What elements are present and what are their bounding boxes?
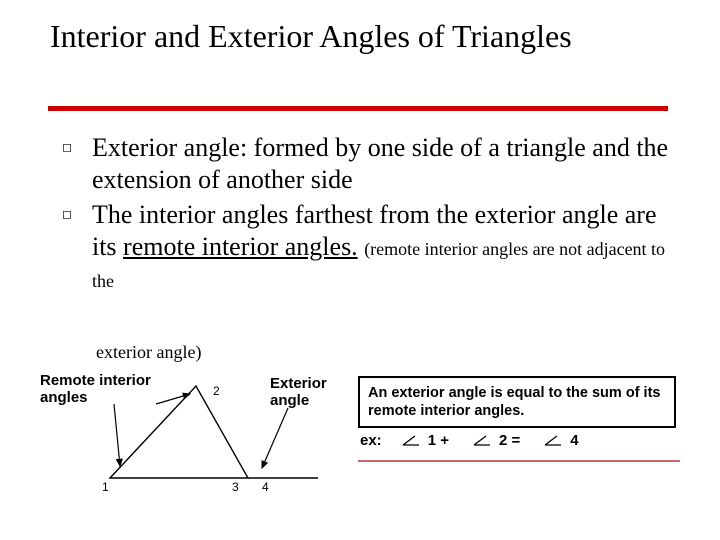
title-underline	[48, 106, 668, 111]
example-term-1: 1 +	[428, 432, 449, 449]
angle-icon	[402, 435, 420, 446]
arrow-remote-1	[114, 404, 120, 466]
example-term-3: 4	[570, 432, 578, 449]
bullet-marker-icon: ◻	[62, 207, 72, 221]
arrow-exterior	[262, 408, 288, 468]
arrow-remote-2	[156, 394, 190, 404]
footer-rule	[358, 460, 680, 462]
angle-label-3: 3	[232, 480, 239, 494]
theorem-box: An exterior angle is equal to the sum of…	[358, 376, 676, 428]
bullet-2-underlined: remote interior angles.	[123, 232, 358, 261]
diagram-svg	[38, 368, 328, 498]
bullet-marker-icon: ◻	[62, 140, 72, 154]
bullet-2-paren-cont: exterior angle)	[96, 342, 201, 363]
angle-icon	[544, 435, 562, 446]
bullet-item-2: ◻ The interior angles farthest from the …	[62, 199, 682, 294]
example-equation: ex: 1 + 2 = 4	[360, 432, 579, 449]
angle-icon	[473, 435, 491, 446]
triangle-diagram: 1 2 3 4	[38, 368, 328, 498]
bullet-list: ◻ Exterior angle: formed by one side of …	[62, 132, 682, 299]
bullet-text-2: The interior angles farthest from the ex…	[92, 199, 682, 294]
triangle-path	[110, 386, 248, 478]
bullet-text-1: Exterior angle: formed by one side of a …	[92, 132, 682, 195]
angle-label-2: 2	[213, 384, 220, 398]
slide: Interior and Exterior Angles of Triangle…	[0, 0, 720, 540]
bullet-item-1: ◻ Exterior angle: formed by one side of …	[62, 132, 682, 195]
example-term-2: 2 =	[499, 432, 520, 449]
angle-label-1: 1	[102, 480, 109, 494]
angle-label-4: 4	[262, 480, 269, 494]
example-prefix: ex:	[360, 432, 382, 449]
page-title: Interior and Exterior Angles of Triangle…	[50, 18, 686, 55]
